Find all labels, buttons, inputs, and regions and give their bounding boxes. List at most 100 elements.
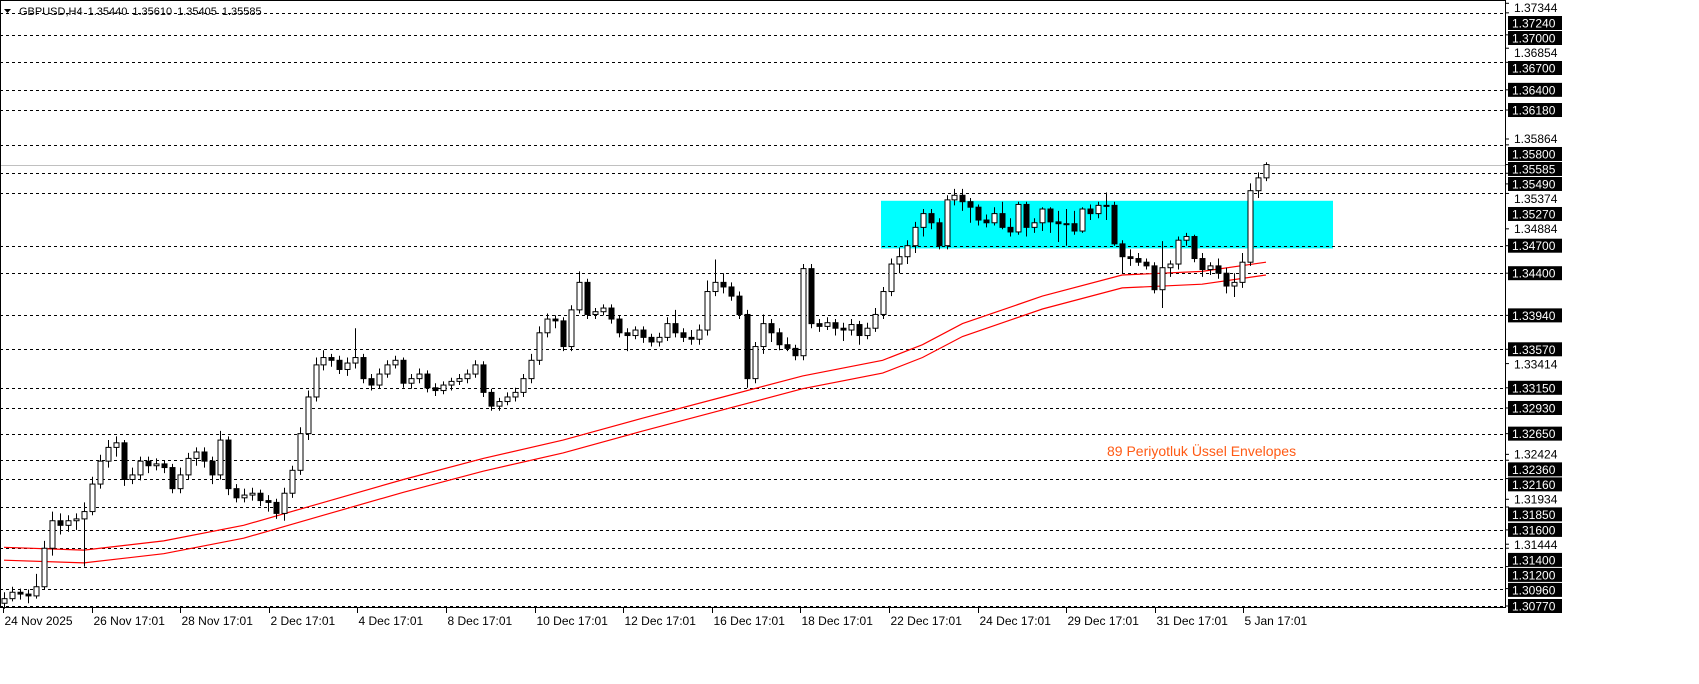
candle (832, 319, 839, 336)
candle-body-bull (105, 446, 112, 462)
price-tick-label: 1.37344 (1514, 1, 1558, 15)
high-value: 1.35610 (132, 6, 172, 18)
candle (744, 309, 751, 388)
candle-body-bear (1007, 226, 1014, 233)
candle-body-bull (752, 346, 759, 380)
candle (967, 198, 974, 223)
candle (1247, 183, 1254, 266)
candle (169, 463, 176, 494)
candle-body-bear (744, 313, 751, 380)
level-label: 1.35270 (1512, 207, 1556, 221)
level-label-bg (1508, 103, 1562, 118)
candle (488, 388, 495, 411)
level-label-bg (1508, 176, 1562, 191)
candle-body-bear (209, 460, 216, 476)
candle (289, 465, 296, 498)
symbol-label: GBPUSD,H4 (19, 6, 83, 18)
candle (1047, 207, 1054, 233)
price-tick-label: 1.35864 (1514, 132, 1558, 146)
candle (616, 315, 623, 338)
chart-header: GBPUSD,H4 1.35440 1.35610 1.35405 1.35585 (4, 6, 262, 18)
time-axis[interactable]: 24 Nov 2025 26 Nov 17:01 28 Nov 17:01 2 Dec… (3, 608, 1308, 628)
candle (1183, 232, 1190, 246)
candle-body-bull (920, 213, 927, 228)
candle-body-bull (1095, 204, 1102, 215)
candle (249, 487, 256, 501)
candle-body-bear (936, 222, 943, 247)
candle (153, 458, 160, 471)
candle (217, 430, 224, 480)
candle (760, 314, 767, 354)
candle (991, 207, 998, 226)
candle (808, 264, 815, 329)
candle (999, 201, 1006, 230)
candle-body-bull (696, 329, 703, 340)
level-label: 1.32160 (1512, 478, 1556, 492)
candle (848, 319, 855, 336)
candle-body-bear (792, 347, 799, 357)
candle-body-bear (736, 295, 743, 315)
candle-body-bear (999, 213, 1006, 228)
candles (1, 162, 1270, 609)
candle (704, 280, 711, 336)
time-tick-label: 4 Dec 17:01 (359, 614, 424, 628)
candle (680, 328, 687, 342)
candle (1239, 253, 1246, 288)
candle-body-bull (9, 591, 16, 600)
candle (920, 209, 927, 237)
level-label-bg (1508, 380, 1562, 395)
candle-body-bull (384, 364, 391, 375)
candle (648, 333, 655, 347)
price-tick-label: 1.33414 (1514, 357, 1558, 371)
triangle-down-icon[interactable] (4, 9, 11, 13)
indicator-label: 89 Periyotluk Üssel Envelopes (1107, 442, 1296, 459)
candle-body-bull (904, 245, 911, 258)
candle-body-bear (784, 344, 791, 349)
level-label-bg (1508, 342, 1562, 357)
candle-body-bull (528, 359, 535, 380)
candle-body-bear (975, 206, 982, 221)
candle-body-bear (728, 286, 735, 297)
candle (1143, 258, 1150, 270)
candle (1087, 204, 1094, 221)
candle (297, 427, 304, 475)
candle-body-bull (912, 226, 919, 247)
open-value: 1.35440 (88, 6, 128, 18)
level-label-bg (1508, 16, 1562, 30)
candle-body-bear (1215, 265, 1222, 274)
candle-body-bear (225, 439, 232, 490)
candle-body-bear (368, 378, 375, 386)
candle-body-bear (983, 219, 990, 224)
candle-body-bull (544, 318, 551, 334)
candle-body-bear (424, 373, 431, 389)
candle (544, 313, 551, 338)
candle-body-bull (991, 213, 998, 224)
candle (416, 368, 423, 384)
candle (472, 360, 479, 378)
candle (448, 377, 455, 391)
candle-body-bull (241, 494, 248, 499)
candle (720, 273, 727, 294)
candle (1055, 210, 1062, 243)
candle (1191, 234, 1198, 263)
price-tick-label: 1.36854 (1514, 46, 1558, 60)
candle (368, 374, 375, 391)
time-tick-label: 24 Nov 2025 (5, 614, 73, 628)
candle-body-bull (951, 194, 958, 201)
candle-body-bear (1055, 221, 1062, 225)
candle-body-bear (257, 492, 264, 502)
time-tick-label: 16 Dec 17:01 (714, 614, 786, 628)
time-tick-label: 8 Dec 17:01 (448, 614, 513, 628)
candle (600, 304, 607, 316)
candle (400, 357, 407, 388)
candle (408, 374, 415, 389)
level-label-bg (1508, 61, 1562, 75)
candle-body-bull (1079, 208, 1086, 232)
candle (376, 368, 383, 389)
candle-body-bull (760, 323, 767, 348)
candle (1, 592, 8, 609)
candle-body-bear (832, 322, 839, 329)
